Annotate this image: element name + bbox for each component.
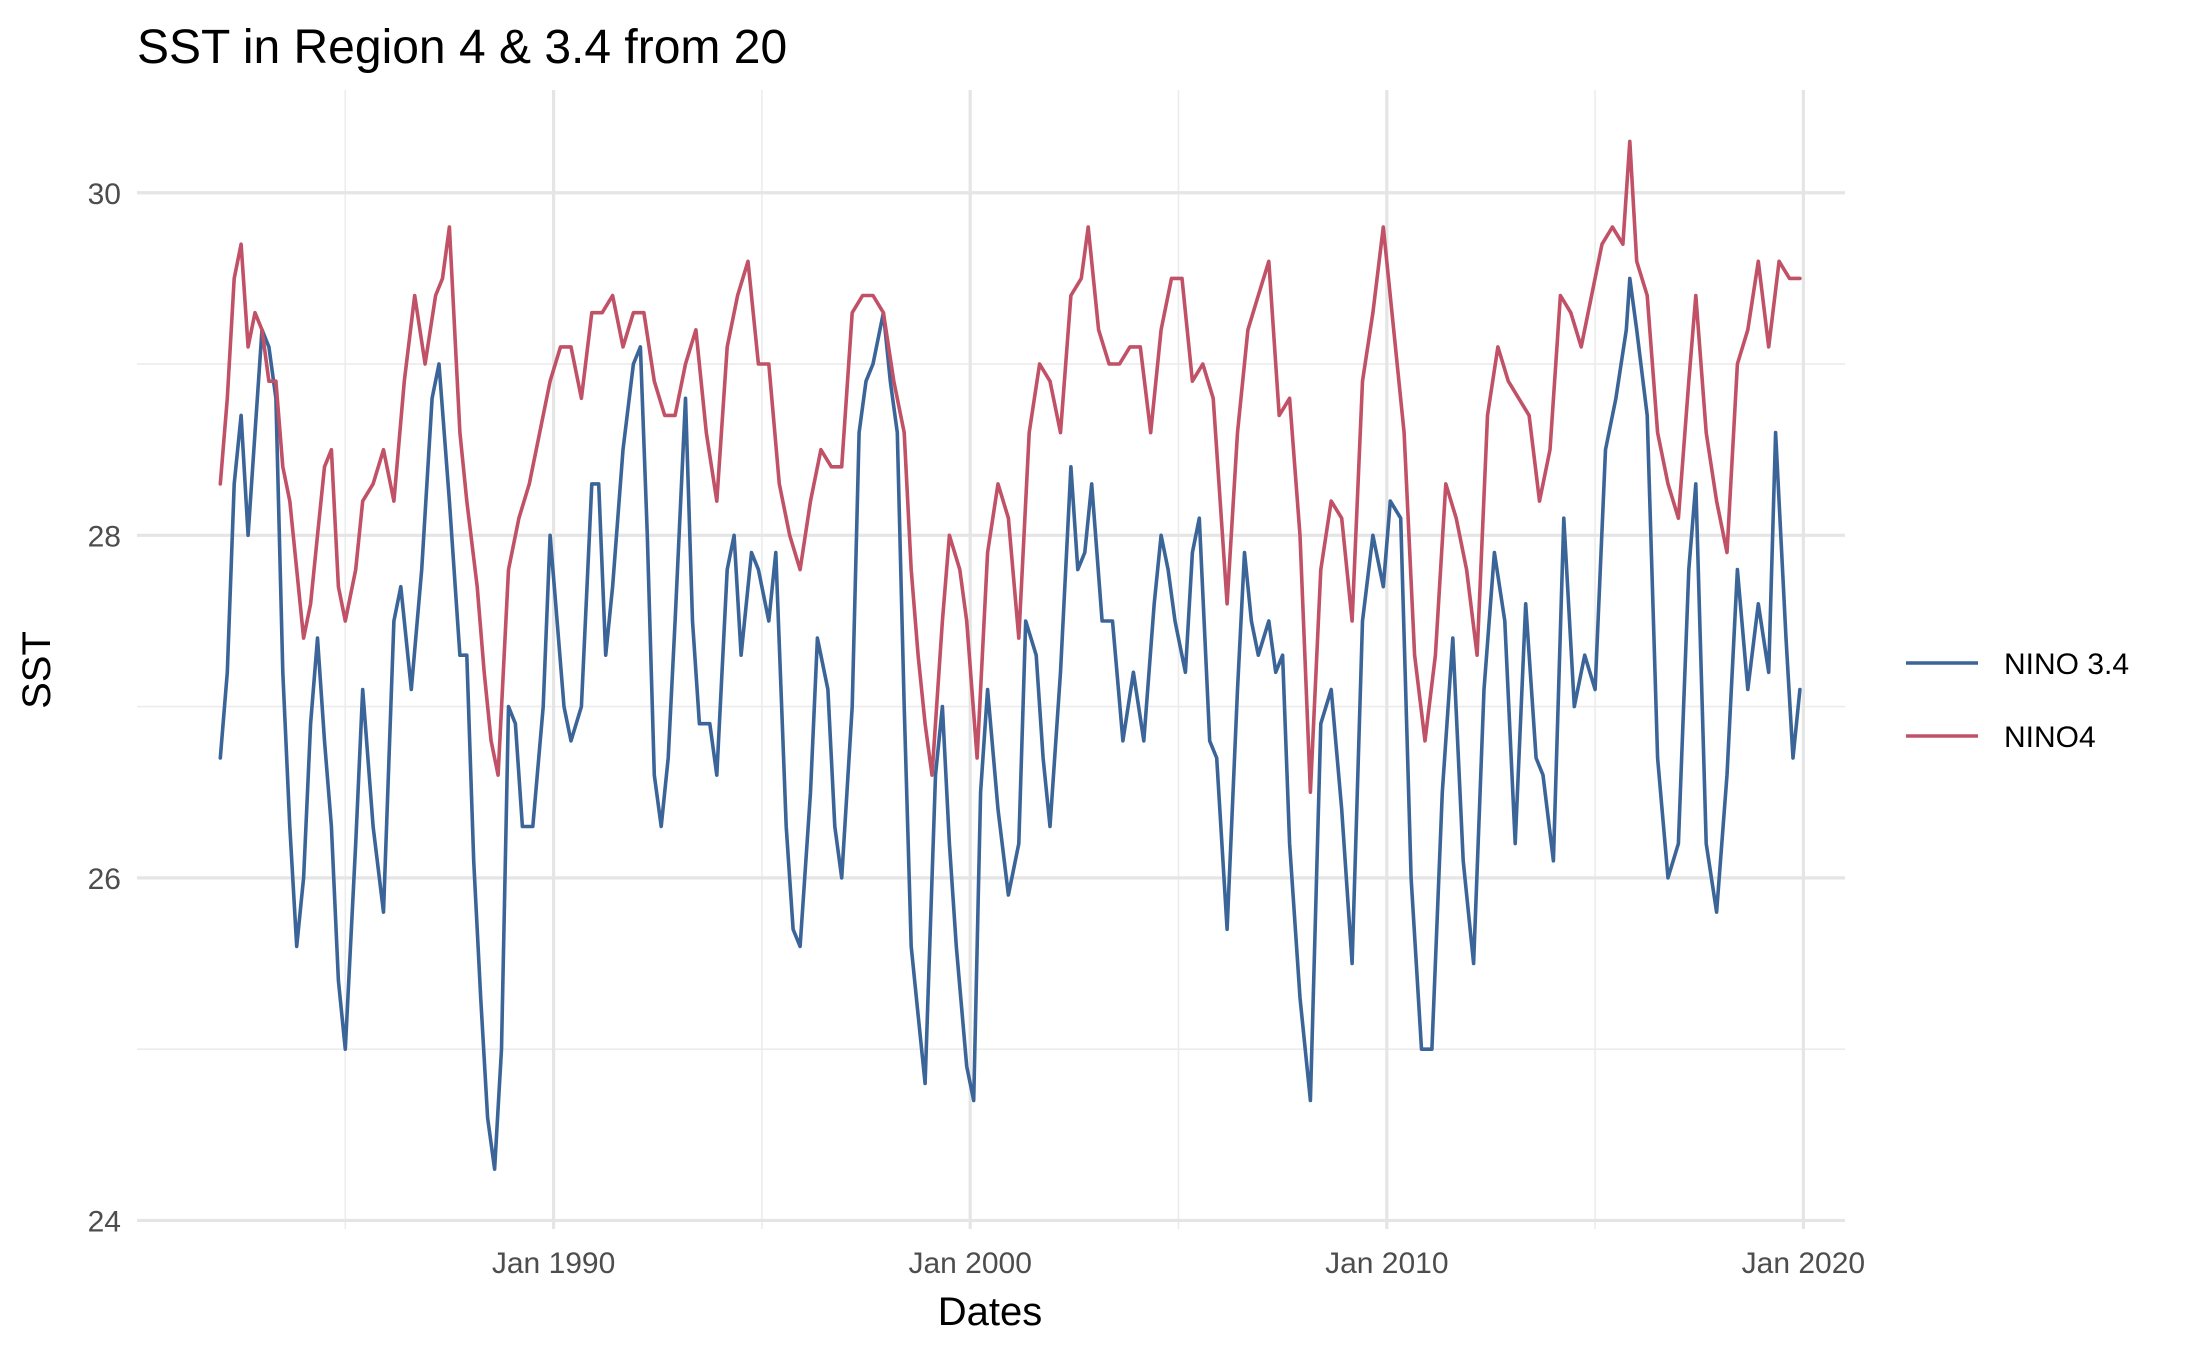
y-axis-ticks: 24 26 28 30	[88, 178, 121, 1239]
series-line-nino4	[218, 139, 1802, 794]
x-tick-label: Jan 1990	[492, 1247, 615, 1280]
x-axis-ticks: Jan 1990 Jan 2000 Jan 2010 Jan 2020	[492, 1247, 1865, 1280]
x-tick-label: Jan 2020	[1742, 1247, 1865, 1280]
series-line-nino-3-4	[218, 276, 1802, 1171]
y-axis-title: SST	[15, 631, 59, 709]
legend-label-nino-3-4: NINO 3.4	[2004, 648, 2129, 681]
x-tick-label: Jan 2010	[1325, 1247, 1448, 1280]
legend-label-nino4: NINO4	[2004, 721, 2096, 754]
y-tick-label: 30	[88, 178, 121, 211]
chart-title: SST in Region 4 & 3.4 from 20	[137, 21, 787, 74]
y-tick-label: 24	[88, 1205, 121, 1238]
x-tick-label: Jan 2000	[908, 1247, 1031, 1280]
series-lines	[218, 139, 1802, 1171]
legend: NINO 3.4 NINO4	[1906, 648, 2129, 754]
y-tick-label: 26	[88, 863, 121, 896]
x-axis-title: Dates	[938, 1290, 1043, 1334]
y-tick-label: 28	[88, 520, 121, 553]
